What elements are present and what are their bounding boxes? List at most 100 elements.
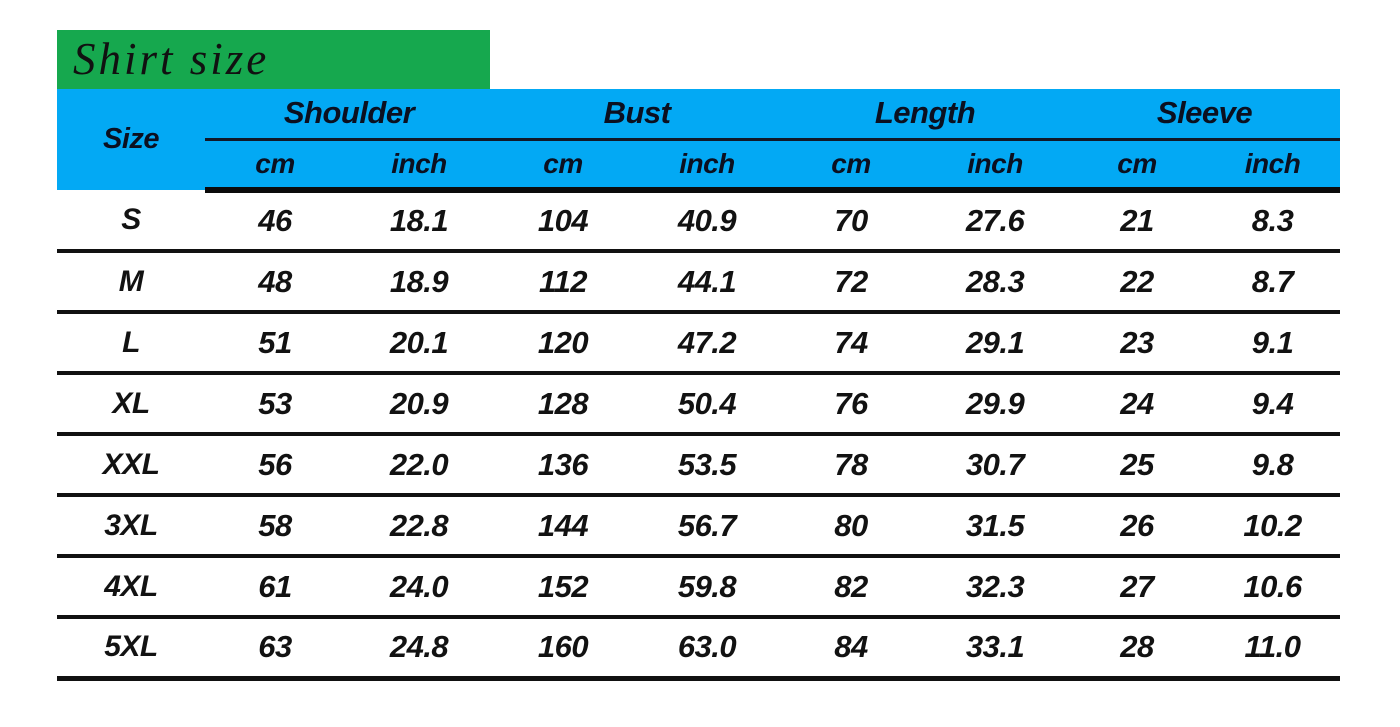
column-header-shoulder-inch: inch <box>345 139 493 193</box>
cell-length-cm: 76 <box>781 373 922 436</box>
header-group-row: Size Shoulder Bust Length Sleeve <box>57 89 1341 190</box>
cell-sleeve-inch: 8.3 <box>1205 190 1341 253</box>
cell-length-cm: 84 <box>781 617 922 681</box>
table-row: L 51 20.1 120 47.2 74 29.1 23 9.1 <box>57 312 1341 375</box>
cell-shoulder-cm: 51 <box>205 312 345 375</box>
cell-bust-inch: 47.2 <box>633 312 782 375</box>
cell-length-inch: 27.6 <box>921 190 1070 253</box>
cell-sleeve-cm: 26 <box>1069 495 1206 558</box>
cell-sleeve-cm: 25 <box>1069 434 1206 497</box>
cell-sleeve-cm: 22 <box>1069 251 1206 314</box>
cell-size: L <box>57 312 205 375</box>
table-row: 3XL 58 22.8 144 56.7 80 31.5 26 10.2 <box>57 495 1341 558</box>
cell-length-cm: 72 <box>781 251 922 314</box>
column-group-shoulder: Shoulder <box>205 89 493 141</box>
cell-shoulder-inch: 22.0 <box>345 434 493 497</box>
cell-size: 4XL <box>57 556 205 619</box>
cell-bust-inch: 50.4 <box>633 373 782 436</box>
column-header-size: Size <box>57 89 205 190</box>
cell-size: XXL <box>57 434 205 497</box>
cell-sleeve-inch: 9.8 <box>1205 434 1341 497</box>
cell-length-cm: 74 <box>781 312 922 375</box>
cell-size: XL <box>57 373 205 436</box>
cell-shoulder-cm: 46 <box>205 190 345 253</box>
cell-shoulder-inch: 20.9 <box>345 373 493 436</box>
table-header: Size Shoulder Bust Length Sleeve cm inch… <box>57 89 1341 193</box>
page-title: Shirt size <box>73 34 270 84</box>
table-row: XL 53 20.9 128 50.4 76 29.9 24 9.4 <box>57 373 1341 436</box>
cell-shoulder-inch: 24.0 <box>345 556 493 619</box>
column-header-bust-cm: cm <box>493 139 633 193</box>
cell-sleeve-inch: 10.6 <box>1205 556 1341 619</box>
column-header-sleeve-cm: cm <box>1069 139 1206 193</box>
cell-shoulder-inch: 24.8 <box>345 617 493 681</box>
cell-bust-cm: 136 <box>493 434 633 497</box>
cell-size: S <box>57 190 205 253</box>
cell-shoulder-cm: 48 <box>205 251 345 314</box>
cell-shoulder-inch: 18.1 <box>345 190 493 253</box>
cell-bust-inch: 44.1 <box>633 251 782 314</box>
cell-bust-cm: 160 <box>493 617 633 681</box>
column-header-sleeve-inch: inch <box>1205 139 1341 193</box>
cell-shoulder-cm: 63 <box>205 617 345 681</box>
cell-sleeve-cm: 27 <box>1069 556 1206 619</box>
cell-sleeve-inch: 9.1 <box>1205 312 1341 375</box>
cell-length-inch: 33.1 <box>921 617 1070 681</box>
cell-shoulder-inch: 20.1 <box>345 312 493 375</box>
column-header-shoulder-cm: cm <box>205 139 345 193</box>
cell-length-cm: 78 <box>781 434 922 497</box>
size-chart-table: Size Shoulder Bust Length Sleeve cm inch… <box>57 89 1341 681</box>
cell-size: 5XL <box>57 617 205 681</box>
cell-length-inch: 29.1 <box>921 312 1070 375</box>
cell-sleeve-cm: 21 <box>1069 190 1206 253</box>
cell-shoulder-cm: 61 <box>205 556 345 619</box>
cell-sleeve-cm: 23 <box>1069 312 1206 375</box>
cell-shoulder-inch: 18.9 <box>345 251 493 314</box>
title-banner: Shirt size <box>57 30 490 89</box>
cell-shoulder-cm: 58 <box>205 495 345 558</box>
cell-shoulder-inch: 22.8 <box>345 495 493 558</box>
cell-sleeve-cm: 24 <box>1069 373 1206 436</box>
table-row: 4XL 61 24.0 152 59.8 82 32.3 27 10.6 <box>57 556 1341 619</box>
table-body: S 46 18.1 104 40.9 70 27.6 21 8.3 M 48 18.9 112 44.1 7… <box>57 190 1341 681</box>
cell-bust-inch: 56.7 <box>633 495 782 558</box>
cell-sleeve-inch: 10.2 <box>1205 495 1341 558</box>
cell-length-inch: 28.3 <box>921 251 1070 314</box>
cell-length-cm: 70 <box>781 190 922 253</box>
cell-sleeve-inch: 11.0 <box>1205 617 1341 681</box>
cell-length-cm: 80 <box>781 495 922 558</box>
cell-bust-inch: 40.9 <box>633 190 782 253</box>
cell-bust-inch: 59.8 <box>633 556 782 619</box>
cell-shoulder-cm: 56 <box>205 434 345 497</box>
cell-bust-cm: 144 <box>493 495 633 558</box>
cell-bust-cm: 152 <box>493 556 633 619</box>
cell-shoulder-cm: 53 <box>205 373 345 436</box>
cell-length-inch: 32.3 <box>921 556 1070 619</box>
cell-size: M <box>57 251 205 314</box>
cell-bust-cm: 120 <box>493 312 633 375</box>
column-group-sleeve: Sleeve <box>1069 89 1341 141</box>
cell-sleeve-cm: 28 <box>1069 617 1206 681</box>
table-row: XXL 56 22.0 136 53.5 78 30.7 25 9.8 <box>57 434 1341 497</box>
column-header-length-cm: cm <box>781 139 922 193</box>
cell-bust-cm: 104 <box>493 190 633 253</box>
cell-sleeve-inch: 8.7 <box>1205 251 1341 314</box>
column-header-length-inch: inch <box>921 139 1070 193</box>
cell-bust-cm: 112 <box>493 251 633 314</box>
cell-length-inch: 29.9 <box>921 373 1070 436</box>
cell-size: 3XL <box>57 495 205 558</box>
column-header-bust-inch: inch <box>633 139 782 193</box>
header-unit-row: cm inch cm inch cm inch cm inch <box>57 139 1341 193</box>
cell-length-inch: 31.5 <box>921 495 1070 558</box>
cell-bust-inch: 53.5 <box>633 434 782 497</box>
cell-length-cm: 82 <box>781 556 922 619</box>
table-row: S 46 18.1 104 40.9 70 27.6 21 8.3 <box>57 190 1341 253</box>
cell-length-inch: 30.7 <box>921 434 1070 497</box>
cell-sleeve-inch: 9.4 <box>1205 373 1341 436</box>
cell-bust-cm: 128 <box>493 373 633 436</box>
table-row: 5XL 63 24.8 160 63.0 84 33.1 28 11.0 <box>57 617 1341 681</box>
cell-bust-inch: 63.0 <box>633 617 782 681</box>
column-group-bust: Bust <box>493 89 782 141</box>
table-row: M 48 18.9 112 44.1 72 28.3 22 8.7 <box>57 251 1341 314</box>
